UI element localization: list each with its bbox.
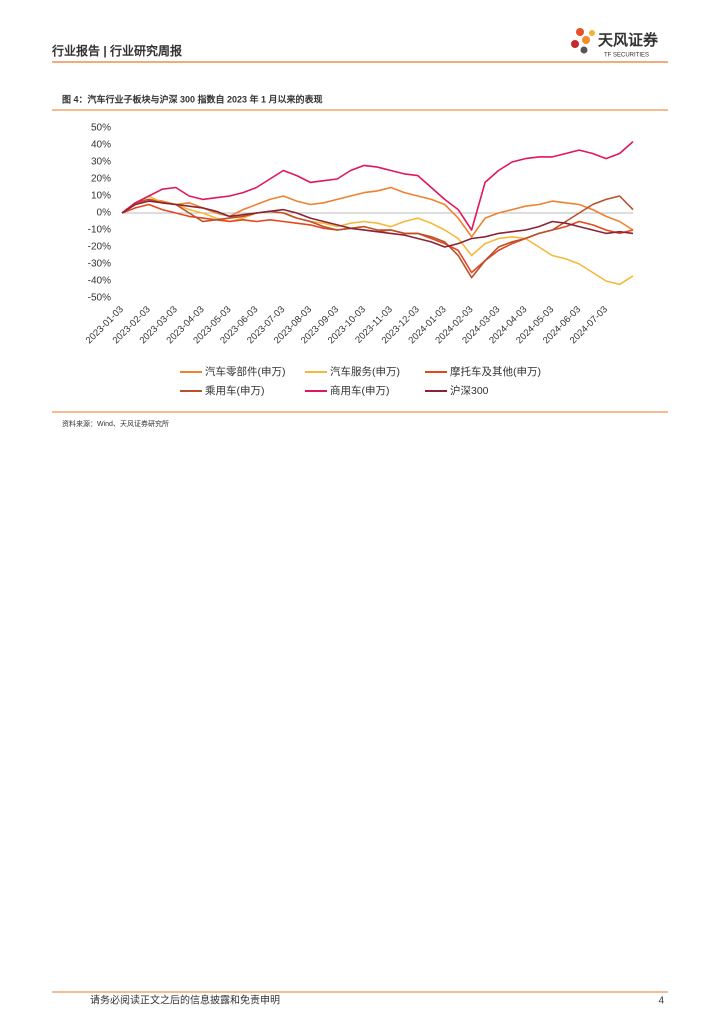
legend-label: 商用车(申万) — [330, 384, 390, 397]
legend-label: 摩托车及其他(申万) — [450, 365, 541, 378]
legend-label: 汽车零部件(申万) — [205, 365, 286, 378]
y-tick-label: -10% — [88, 225, 111, 236]
y-tick-label: -30% — [88, 259, 111, 270]
y-tick-label: 0% — [97, 208, 112, 219]
header-title: 行业报告 | 行业研究周报 — [51, 43, 182, 58]
logo-sub: TF SECURITIES — [604, 53, 649, 59]
page-number: 4 — [658, 996, 664, 1007]
series-line — [121, 203, 634, 274]
logo-text: 天风证券 — [598, 31, 659, 49]
y-tick-label: -20% — [88, 242, 111, 253]
source-note: 资料来源：Wind、天风证券研究所 — [62, 419, 169, 428]
y-tick-label: 10% — [91, 191, 111, 202]
legend-label: 汽车服务(申万) — [330, 365, 400, 378]
y-tick-label: 30% — [91, 157, 111, 168]
figure-caption: 图 4：汽车行业子板块与沪深 300 指数自 2023 年 1 月以来的表现 — [62, 93, 323, 104]
y-tick-label: 20% — [91, 174, 111, 185]
chart: -50%-40%-30%-20%-10%0%10%20%30%40%50%202… — [84, 123, 634, 397]
y-tick-label: 50% — [91, 123, 111, 134]
y-tick-label: 40% — [91, 140, 111, 151]
series-line — [121, 195, 634, 279]
legend-label: 乘用车(申万) — [205, 384, 265, 397]
logo-icon — [571, 28, 595, 54]
legend-label: 沪深300 — [450, 384, 489, 397]
footer-text: 请务必阅读正文之后的信息披露和免责申明 — [90, 994, 280, 1007]
series-line — [121, 141, 634, 231]
series-line — [121, 195, 634, 286]
y-tick-label: -40% — [88, 276, 111, 287]
y-tick-label: -50% — [88, 293, 111, 304]
series-line — [121, 200, 634, 248]
